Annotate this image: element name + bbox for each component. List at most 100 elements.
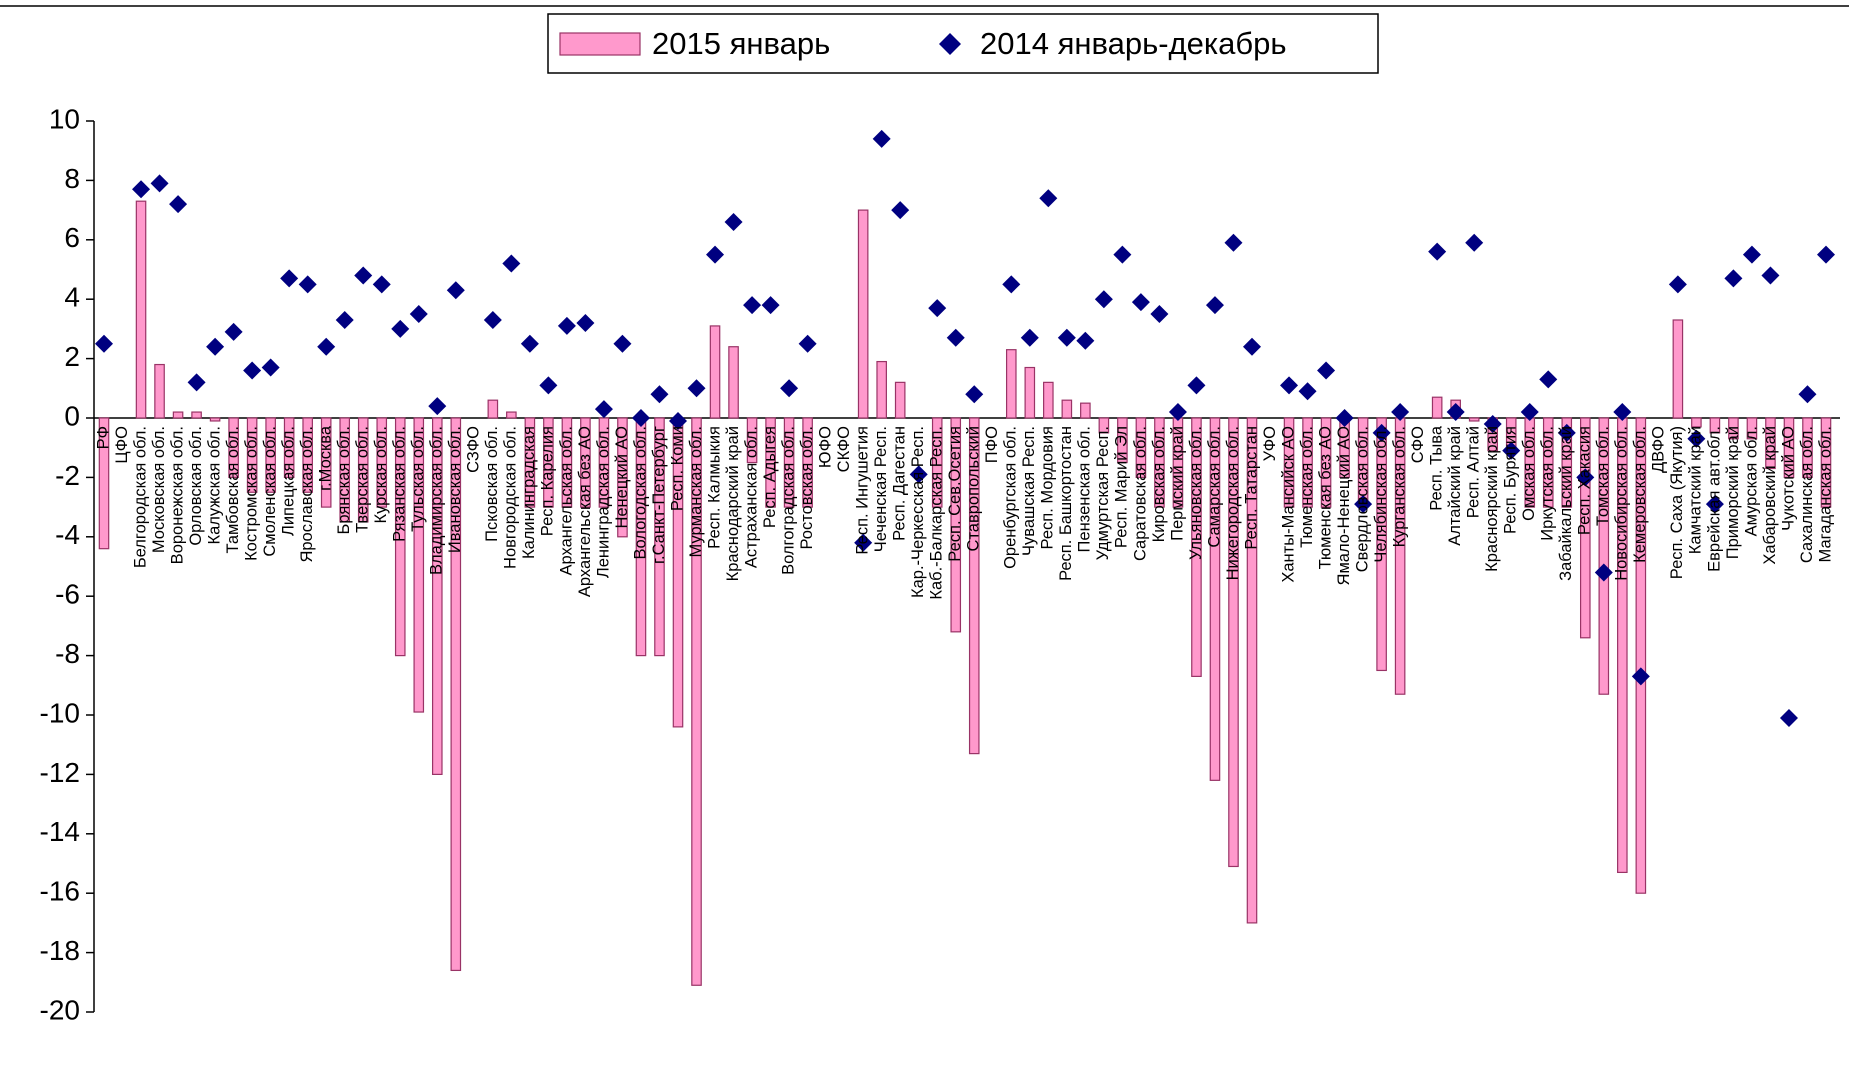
x-tick-label: Амурская обл. xyxy=(1742,426,1760,536)
bar xyxy=(1043,381,1054,419)
marker xyxy=(946,328,965,347)
x-tick-label: Пермский край xyxy=(1168,426,1186,541)
y-tick-label: -2 xyxy=(55,460,80,491)
y-tick-label: 10 xyxy=(49,103,80,134)
x-tick-label: Еврейская авт.обл. xyxy=(1705,426,1723,572)
marker xyxy=(1576,468,1595,487)
marker xyxy=(428,397,447,416)
x-tick-label: Нижегородская обл. xyxy=(1224,426,1242,580)
marker xyxy=(1131,293,1150,312)
x-tick-label: Брянская обл. xyxy=(335,426,353,535)
marker xyxy=(1057,328,1076,347)
y-tick-label: 6 xyxy=(64,222,80,253)
marker xyxy=(1502,441,1521,460)
x-tick-label: Респ. Карелия xyxy=(539,426,557,536)
x-tick-label: УФО xyxy=(1261,426,1279,461)
x-tick-label: Смоленская обл. xyxy=(261,426,279,557)
x-tick-label: Тюменская обл. xyxy=(1298,426,1316,548)
bar xyxy=(1820,417,1832,508)
marker xyxy=(1724,269,1743,288)
y-tick-label: 8 xyxy=(64,163,80,194)
marker xyxy=(1187,376,1206,395)
x-tick-label: Белгородская обл. xyxy=(131,426,149,568)
x-tick-label: ПФО xyxy=(983,426,1001,463)
marker xyxy=(483,310,502,329)
marker xyxy=(1020,328,1039,347)
bar xyxy=(506,411,517,419)
marker xyxy=(1168,403,1187,422)
marker xyxy=(298,275,317,294)
marker xyxy=(854,533,873,552)
marker xyxy=(576,313,595,332)
x-tick-label: Респ. Тыва xyxy=(1428,425,1446,511)
marker xyxy=(1520,403,1539,422)
bar xyxy=(1302,417,1313,508)
legend-label: 2014 январь-декабрь xyxy=(980,26,1287,61)
x-tick-label: Ульяновская обл. xyxy=(1187,426,1205,560)
x-tick-label: Респ. Калмыкия xyxy=(705,426,723,549)
marker xyxy=(1002,275,1021,294)
x-tick-label: Тульская обл. xyxy=(409,426,427,532)
x-tick-label: Псковская обл. xyxy=(483,426,501,542)
x-tick-label: Новосибирская обл. xyxy=(1613,426,1631,581)
marker xyxy=(520,334,539,353)
bar xyxy=(617,417,628,538)
x-tick-label: ЮФО xyxy=(816,426,834,468)
bar xyxy=(1061,399,1073,419)
x-tick-label: Курская обл. xyxy=(372,426,390,523)
bar xyxy=(135,200,147,419)
bar xyxy=(1024,366,1036,419)
y-tick-label: -20 xyxy=(40,994,80,1025)
marker xyxy=(891,201,910,220)
legend-swatch xyxy=(559,32,641,56)
marker xyxy=(1761,266,1780,285)
marker xyxy=(261,358,280,377)
x-tick-label: Липецкая обл. xyxy=(280,426,298,536)
x-tick-label: Саратовская обл. xyxy=(1131,426,1149,561)
x-tick-label: Кемеровская обл. xyxy=(1631,426,1649,563)
x-tick-label: Ханты-Мансийск АО xyxy=(1279,426,1297,583)
bar xyxy=(1117,417,1128,464)
x-tick-label: Каб.-Балкарская Респ. xyxy=(928,426,946,600)
x-tick-label: Респ. Татарстан xyxy=(1242,426,1260,550)
bar xyxy=(320,417,332,508)
x-tick-label: ДВФО xyxy=(1650,426,1668,473)
x-tick-label: Вологодская обл. xyxy=(631,426,649,560)
x-tick-label: Московская обл. xyxy=(150,426,168,553)
bar xyxy=(1802,417,1813,479)
x-tick-label: Чеченская Респ. xyxy=(872,426,890,552)
marker xyxy=(798,334,817,353)
bar xyxy=(1783,417,1795,479)
marker xyxy=(928,299,947,318)
x-tick-label: Респ. Марий Эл xyxy=(1113,426,1131,548)
bar xyxy=(709,325,721,419)
x-tick-label: Тамбовская обл. xyxy=(224,426,242,554)
marker xyxy=(1465,233,1484,252)
marker xyxy=(539,376,558,395)
x-tick-label: Архангельская без АО xyxy=(576,426,594,597)
bar xyxy=(1765,417,1776,470)
x-tick-label: г.Москва xyxy=(317,425,335,491)
bar xyxy=(857,209,869,419)
marker xyxy=(1335,409,1354,427)
bar xyxy=(968,417,980,755)
x-tick-label: Респ. Бурятия xyxy=(1502,426,1520,534)
x-tick-label: г.Санкт-Петербург xyxy=(650,426,668,564)
marker xyxy=(243,361,262,380)
bar xyxy=(561,417,573,508)
bar xyxy=(394,417,406,657)
marker xyxy=(1594,563,1613,582)
x-tick-label: Воронежская обл. xyxy=(168,426,186,564)
bar xyxy=(746,417,758,464)
marker xyxy=(95,334,113,353)
x-tick-label: Краснодарский край xyxy=(724,426,742,581)
marker xyxy=(409,305,428,324)
bar xyxy=(228,417,239,479)
x-tick-label: Респ. Саха (Якутия) xyxy=(1668,426,1686,579)
bar xyxy=(1154,417,1165,508)
marker xyxy=(650,385,669,404)
bar xyxy=(1005,349,1017,419)
legend-swatch xyxy=(939,33,961,55)
x-tick-label: Орловская обл. xyxy=(187,426,205,546)
